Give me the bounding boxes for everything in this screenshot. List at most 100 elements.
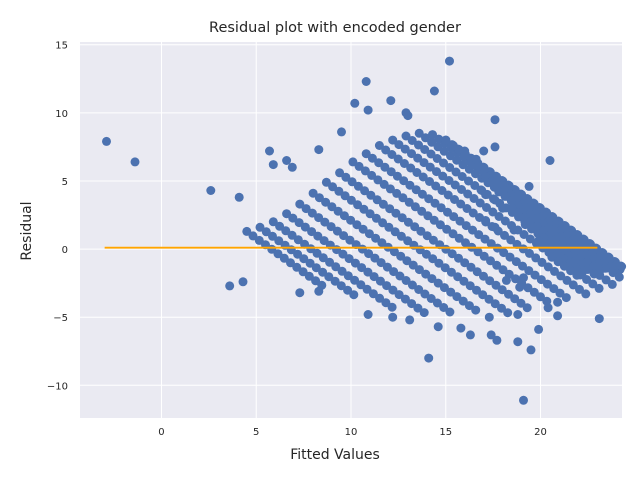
data-point: [543, 262, 553, 272]
data-point: [364, 249, 374, 259]
data-point: [382, 281, 392, 291]
data-point: [421, 133, 430, 143]
y-tick-label: 10: [55, 109, 68, 120]
data-point: [435, 220, 445, 230]
data-point: [447, 249, 457, 259]
data-point: [525, 234, 535, 244]
data-point: [295, 288, 305, 298]
data-point: [426, 149, 436, 159]
data-point: [388, 285, 398, 295]
y-axis-label: Residual: [19, 201, 35, 260]
data-point: [328, 182, 338, 192]
data-point: [414, 128, 424, 138]
data-point: [298, 267, 308, 277]
data-point: [314, 213, 324, 223]
data-point: [524, 181, 534, 191]
data-point: [533, 229, 543, 238]
data-point: [451, 167, 461, 177]
data-point: [248, 231, 258, 241]
data-point: [490, 299, 500, 309]
data-point: [421, 249, 431, 259]
data-point: [344, 254, 354, 264]
data-point: [527, 224, 537, 234]
data-point: [363, 105, 373, 115]
data-point: [381, 145, 391, 155]
data-point: [520, 220, 530, 230]
data-point: [385, 184, 395, 194]
data-point: [378, 199, 388, 209]
data-point: [405, 180, 415, 190]
data-point: [402, 256, 412, 266]
data-point: [513, 310, 523, 319]
data-point: [400, 294, 410, 304]
data-point: [414, 285, 424, 294]
data-point: [461, 221, 471, 231]
data-point: [414, 265, 424, 275]
data-point: [441, 135, 451, 145]
data-point: [545, 156, 555, 165]
data-point: [400, 144, 410, 154]
data-point: [384, 222, 394, 232]
data-point: [336, 281, 346, 291]
data-point: [427, 137, 437, 147]
data-point: [471, 169, 480, 179]
data-point: [453, 272, 463, 282]
data-point: [335, 168, 345, 178]
data-point: [461, 238, 470, 248]
data-point: [268, 231, 277, 241]
data-point: [401, 131, 411, 141]
data-point: [350, 98, 360, 108]
data-point: [445, 56, 454, 66]
data-point: [292, 262, 302, 272]
data-point: [261, 227, 271, 237]
data-point: [313, 231, 323, 241]
data-point: [356, 280, 366, 290]
data-point: [511, 257, 521, 267]
data-point: [389, 247, 399, 257]
data-point: [268, 160, 278, 170]
data-point: [547, 252, 557, 262]
y-tick-label: 0: [62, 245, 68, 256]
data-point: [392, 171, 402, 181]
data-point: [372, 195, 382, 205]
data-point: [562, 275, 572, 285]
data-point: [497, 303, 506, 313]
data-point: [369, 272, 379, 282]
data-point: [446, 267, 456, 277]
data-point: [482, 203, 491, 212]
data-point: [543, 279, 552, 289]
data-point: [346, 215, 356, 225]
data-point: [503, 308, 513, 318]
data-point: [424, 194, 434, 204]
data-point: [390, 227, 400, 237]
data-point: [529, 287, 539, 297]
data-point: [432, 167, 441, 177]
data-point: [430, 198, 440, 208]
data-point: [466, 262, 476, 272]
data-point: [363, 267, 373, 277]
data-point: [288, 213, 298, 223]
data-point: [377, 238, 387, 248]
data-point: [407, 149, 416, 159]
data-point: [446, 287, 456, 297]
data-point: [492, 260, 502, 270]
data-point: [330, 276, 340, 286]
data-point: [456, 323, 466, 333]
y-tick-label: −10: [47, 381, 68, 392]
data-point: [575, 284, 584, 294]
data-point: [479, 271, 488, 281]
data-point: [445, 307, 455, 317]
data-point: [428, 235, 438, 245]
data-point: [417, 189, 427, 199]
data-point: [354, 161, 364, 171]
data-point: [432, 154, 442, 163]
data-point: [401, 276, 411, 285]
data-point: [363, 310, 373, 319]
data-point: [553, 297, 563, 307]
data-point: [433, 278, 443, 288]
data-point: [504, 289, 513, 299]
data-point: [293, 235, 303, 245]
data-point: [423, 211, 433, 221]
data-point: [448, 229, 458, 239]
